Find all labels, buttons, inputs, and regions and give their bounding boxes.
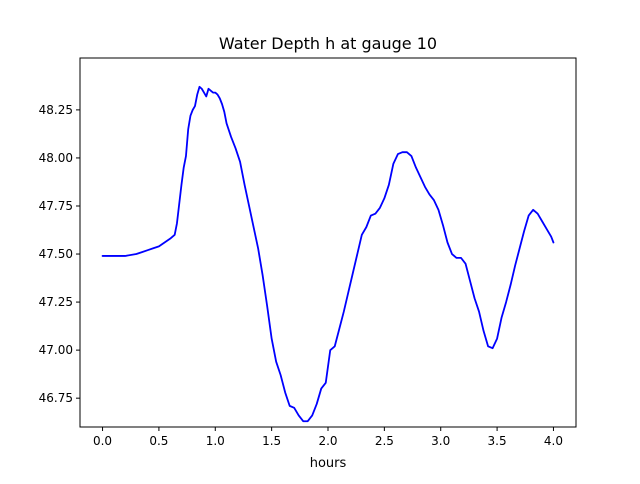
y-tick-label: 46.75 [39, 391, 73, 405]
y-tick-label: 47.75 [39, 199, 73, 213]
x-tick-label: 1.0 [206, 434, 225, 448]
x-axis-label: hours [310, 456, 347, 471]
y-tick-label: 48.25 [39, 103, 73, 117]
x-tick-label: 0.0 [93, 434, 112, 448]
x-tick-label: 0.5 [149, 434, 168, 448]
series-line-0 [101, 85, 555, 423]
y-axis-ticks: 46.75 47.00 47.25 47.50 47.75 48.00 48.25 [39, 103, 80, 405]
x-tick-label: 3.0 [431, 434, 450, 448]
x-tick-label: 4.0 [544, 434, 563, 448]
plot-frame [79, 57, 577, 428]
chart-title: Water Depth h at gauge 10 [219, 34, 437, 53]
x-tick-label: 2.0 [318, 434, 337, 448]
plot-lines [101, 85, 555, 423]
y-tick-label: 48.00 [39, 151, 73, 165]
x-tick-label: 2.5 [375, 434, 394, 448]
x-axis-ticks: 0.0 0.5 1.0 1.5 2.0 2.5 3.0 3.5 4.0 [93, 427, 563, 448]
y-tick-label: 47.50 [39, 247, 73, 261]
x-tick-label: 1.5 [262, 434, 281, 448]
x-tick-label: 3.5 [488, 434, 507, 448]
y-tick-label: 47.00 [39, 343, 73, 357]
y-tick-label: 47.25 [39, 295, 73, 309]
